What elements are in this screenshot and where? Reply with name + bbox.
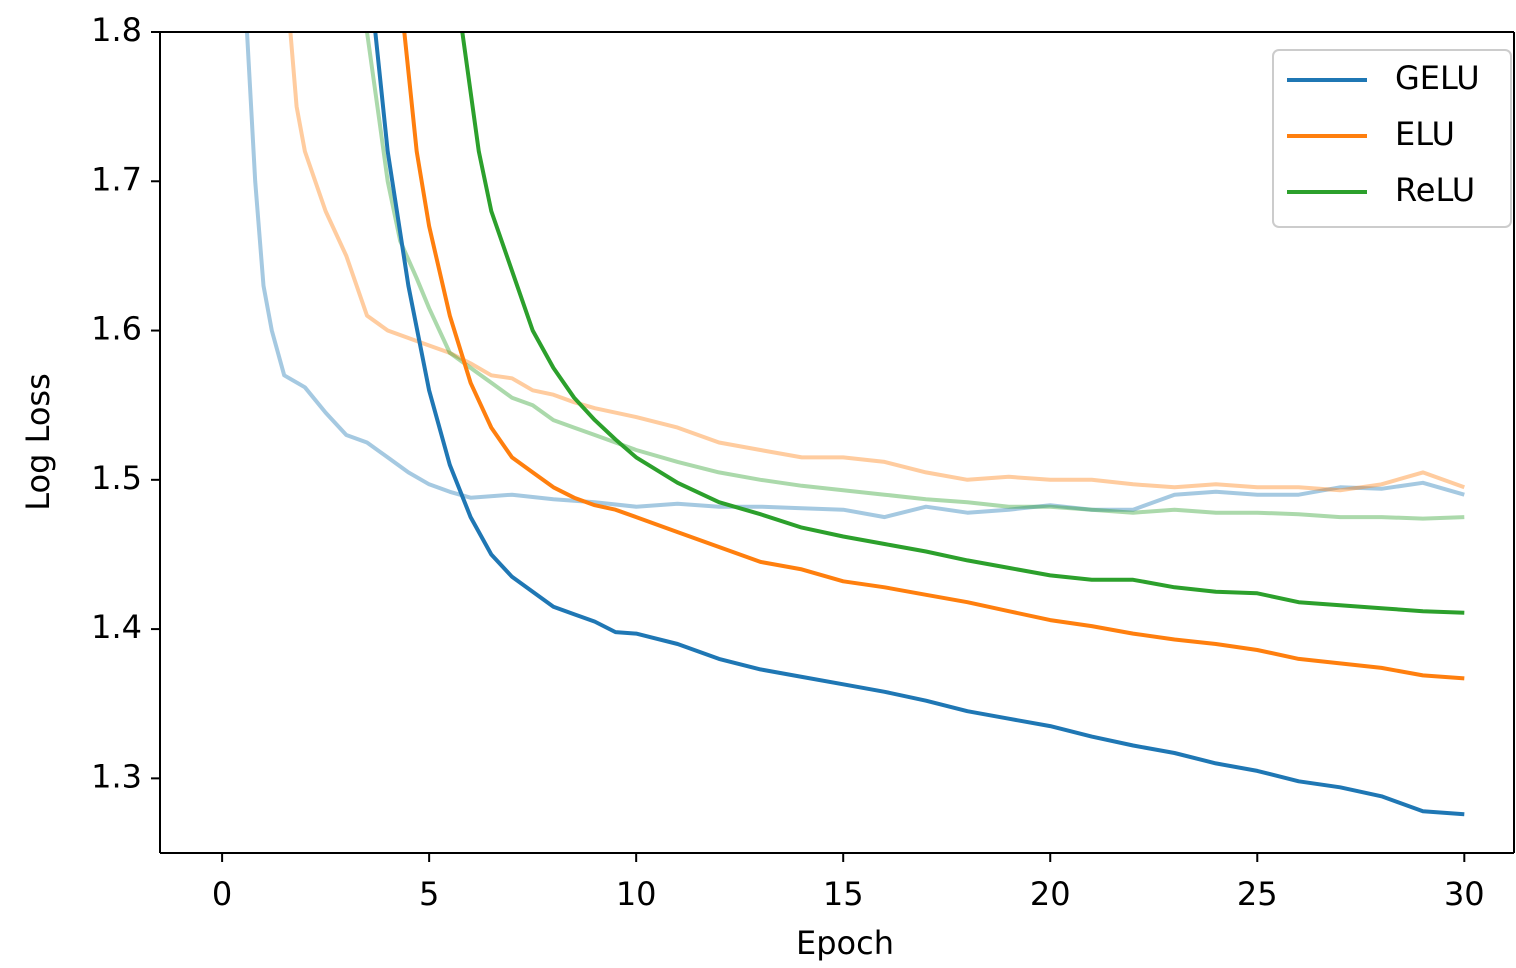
x-tick-label: 20 (1030, 875, 1071, 913)
series-line (288, 32, 1465, 493)
x-tick-label: 30 (1444, 875, 1485, 913)
x-tick-label: 25 (1237, 875, 1278, 913)
x-tick-label: 0 (212, 875, 232, 913)
legend-label: ReLU (1395, 171, 1475, 209)
legend-label: ELU (1395, 115, 1455, 153)
y-tick-label: 1.3 (91, 757, 142, 795)
y-tick-label: 1.7 (91, 160, 142, 198)
series-line (460, 32, 1465, 615)
x-tick-label: 15 (823, 875, 864, 913)
y-tick-label: 1.6 (91, 310, 142, 348)
legend-box (1272, 49, 1512, 228)
x-axis-label: Epoch (796, 924, 894, 962)
series-line (373, 32, 1465, 817)
y-axis-label: Log Loss (19, 373, 57, 511)
series-line (402, 32, 1465, 681)
x-tick-label: 5 (419, 875, 439, 913)
series-line (245, 32, 1465, 520)
x-tick-label: 10 (616, 875, 657, 913)
y-tick-label: 1.5 (91, 459, 142, 497)
series-line (365, 32, 1465, 521)
y-tick-label: 1.4 (91, 608, 142, 646)
plot-area (245, 32, 1465, 817)
legend-label: GELU (1395, 59, 1480, 97)
y-tick-label: 1.8 (91, 11, 142, 49)
